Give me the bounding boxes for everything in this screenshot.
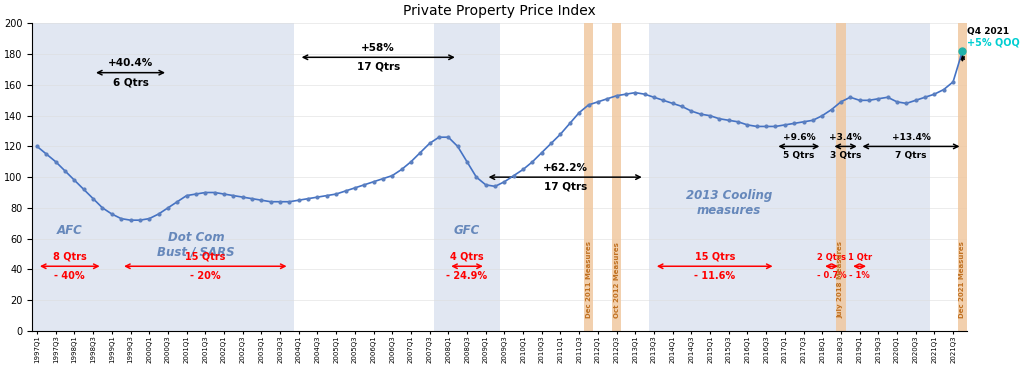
Text: +62.2%: +62.2% <box>543 163 588 172</box>
Text: Dot Com
Bust / SARS: Dot Com Bust / SARS <box>157 231 234 259</box>
Text: 8 Qtrs: 8 Qtrs <box>53 252 87 262</box>
Text: - 11.6%: - 11.6% <box>694 271 735 281</box>
Text: 17 Qtrs: 17 Qtrs <box>356 62 399 72</box>
Title: Private Property Price Index: Private Property Price Index <box>403 4 596 18</box>
Text: +40.4%: +40.4% <box>108 58 154 68</box>
Text: +9.6%: +9.6% <box>782 133 815 142</box>
Bar <box>957 23 967 331</box>
Text: 4 Qtrs: 4 Qtrs <box>451 252 483 262</box>
Text: +3.4%: +3.4% <box>829 133 862 142</box>
Bar <box>649 23 817 331</box>
Text: Dec 2011 Measures: Dec 2011 Measures <box>586 241 592 319</box>
Text: 1 Qtr: 1 Qtr <box>848 252 871 262</box>
Text: 3 Qtrs: 3 Qtrs <box>829 151 861 160</box>
Bar <box>817 23 930 331</box>
Bar <box>108 23 294 331</box>
Bar <box>434 23 500 331</box>
Text: - 40%: - 40% <box>54 271 85 281</box>
Bar <box>584 23 593 331</box>
Bar <box>837 23 846 331</box>
Text: +58%: +58% <box>361 43 395 53</box>
Text: 17 Qtrs: 17 Qtrs <box>544 182 587 192</box>
Text: 2013 Cooling
measures: 2013 Cooling measures <box>686 189 772 217</box>
Text: 7 Qtrs: 7 Qtrs <box>895 151 927 160</box>
Text: Q4 2021: Q4 2021 <box>967 26 1010 36</box>
Text: 15 Qtrs: 15 Qtrs <box>185 252 225 262</box>
Text: 6 Qtrs: 6 Qtrs <box>113 77 148 87</box>
Text: - 24.9%: - 24.9% <box>446 271 487 281</box>
Text: 5 Qtrs: 5 Qtrs <box>783 151 814 160</box>
Text: +13.4%: +13.4% <box>892 133 931 142</box>
Text: AFC: AFC <box>57 224 83 237</box>
Text: 15 Qtrs: 15 Qtrs <box>694 252 735 262</box>
Text: - 20%: - 20% <box>190 271 220 281</box>
Text: - 1%: - 1% <box>849 271 870 280</box>
Text: GFC: GFC <box>454 224 480 237</box>
Bar <box>612 23 622 331</box>
Text: Dec 2021 Measures: Dec 2021 Measures <box>959 241 966 319</box>
Text: - 0.7%: - 0.7% <box>817 271 847 280</box>
Bar <box>33 23 108 331</box>
Text: July 2018 Measures: July 2018 Measures <box>838 241 844 319</box>
Text: +5% QOQ: +5% QOQ <box>967 37 1020 47</box>
Text: 2 Qtrs: 2 Qtrs <box>817 252 846 262</box>
Text: Oct 2012 Measures: Oct 2012 Measures <box>613 243 620 319</box>
